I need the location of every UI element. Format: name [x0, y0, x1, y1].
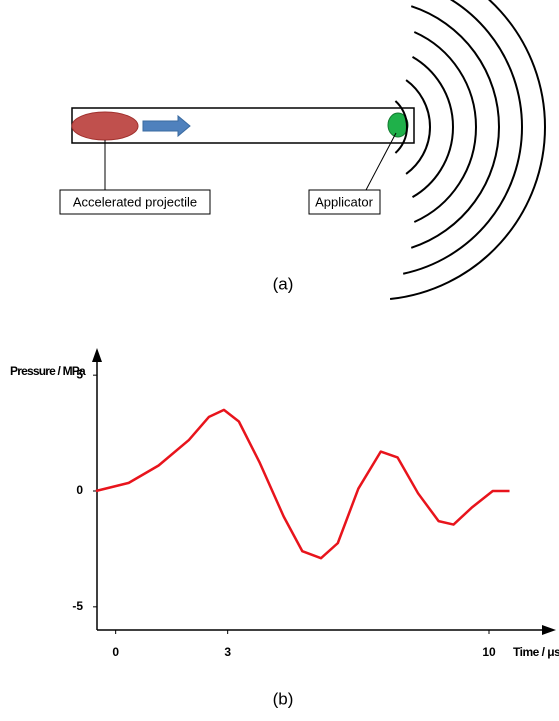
- axis-arrow: [92, 348, 102, 362]
- figure: Accelerated projectile Applicator (a) Pr…: [0, 0, 559, 716]
- y-tick-label: -5: [72, 599, 83, 613]
- wave: [414, 32, 476, 222]
- wave: [390, 0, 545, 299]
- x-tick-label: 10: [482, 645, 496, 659]
- wave: [411, 6, 499, 248]
- projectile: [72, 112, 138, 140]
- page: {"diagram": {"labels": ["Accelerated pro…: [0, 0, 559, 721]
- line: [96, 410, 510, 558]
- y-axis-label: Pressure / MPa: [10, 364, 86, 378]
- caption: (b): [273, 689, 294, 708]
- wave: [413, 57, 454, 197]
- y-tick-label: 0: [76, 483, 83, 497]
- wave: [403, 0, 522, 274]
- label: Accelerated projectile: [73, 194, 197, 209]
- y-tick-label: 5: [76, 367, 83, 381]
- caption: (a): [273, 274, 294, 293]
- axis-arrow: [542, 625, 556, 635]
- x-tick-label: 3: [224, 645, 231, 659]
- x-axis-label: Time / μs: [513, 645, 559, 659]
- x-tick-label: 0: [112, 645, 119, 659]
- waves: [390, 0, 545, 299]
- label: Applicator: [315, 194, 373, 209]
